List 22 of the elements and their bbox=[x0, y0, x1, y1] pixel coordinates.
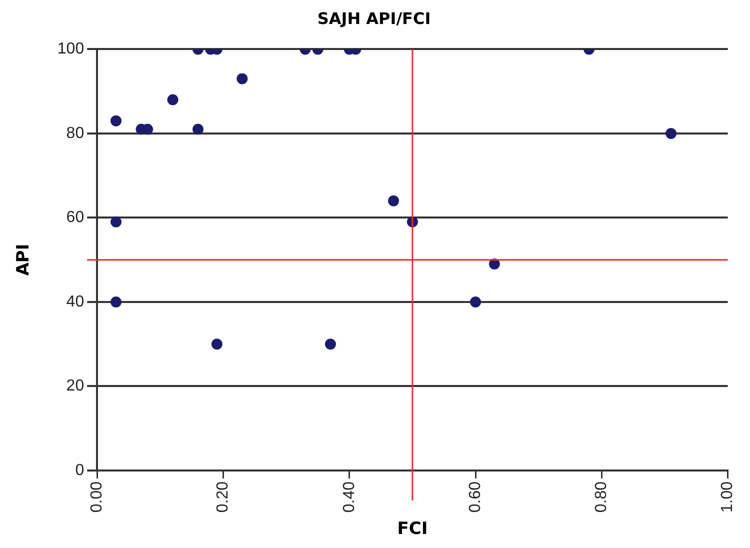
y-tick-label: 80 bbox=[66, 124, 84, 142]
point bbox=[110, 296, 122, 308]
point bbox=[324, 338, 336, 350]
x-tick-label: 0.20 bbox=[214, 481, 232, 513]
y-tick-label: 0 bbox=[75, 462, 84, 479]
x-axis-title: FCI bbox=[397, 519, 428, 540]
y-tick-label: 20 bbox=[66, 378, 84, 395]
point bbox=[470, 296, 482, 308]
point bbox=[488, 258, 500, 270]
y-tick-label: 100 bbox=[57, 40, 84, 58]
y-tick-label: 60 bbox=[66, 209, 84, 226]
x-tick-label: 0.80 bbox=[593, 481, 610, 513]
y-axis-title: API bbox=[14, 244, 34, 276]
point bbox=[110, 216, 122, 228]
x-tick-label: 0.40 bbox=[340, 481, 358, 513]
point bbox=[388, 195, 400, 206]
x-tick-label: 0.00 bbox=[88, 481, 106, 513]
x-tick-label: 0.60 bbox=[466, 481, 484, 513]
y-tick-label: 40 bbox=[66, 293, 84, 310]
point bbox=[211, 338, 222, 350]
chart-title: SAJH API/FCI bbox=[317, 8, 431, 28]
x-tick-label: 1.00 bbox=[719, 481, 736, 513]
